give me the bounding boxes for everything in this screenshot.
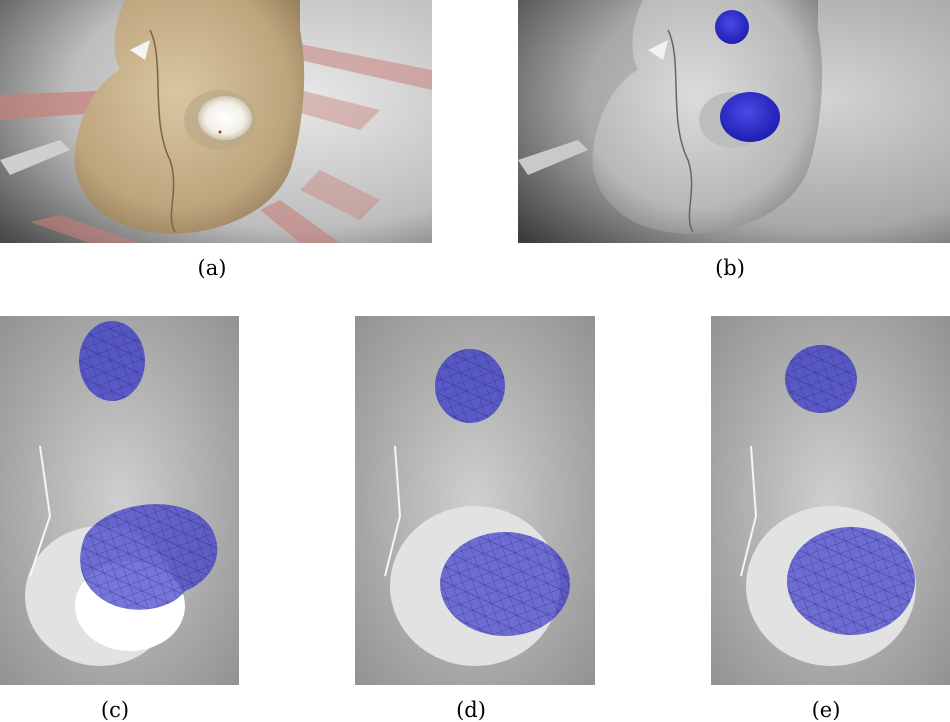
mesh-overlay-c (0, 316, 239, 685)
panel-d-mesh (355, 316, 595, 685)
mesh-overlay-e (711, 316, 950, 685)
caption-c: (c) (100, 698, 130, 722)
caption-e: (e) (811, 698, 841, 722)
panel-a-color-photo (0, 0, 432, 243)
caption-a: (a) (197, 256, 227, 280)
panel-e-mesh (711, 316, 950, 685)
caption-d: (d) (456, 698, 486, 722)
lesion-blue-segment (720, 92, 780, 142)
panel-b-overlay (518, 0, 950, 243)
panel-c-mesh (0, 316, 239, 685)
mesh-overlay-d (355, 316, 595, 685)
upper-blue-segment (715, 10, 749, 44)
kidney-photo (0, 0, 432, 243)
kidney-grey-overlay (518, 0, 950, 243)
caption-b: (b) (715, 256, 745, 280)
